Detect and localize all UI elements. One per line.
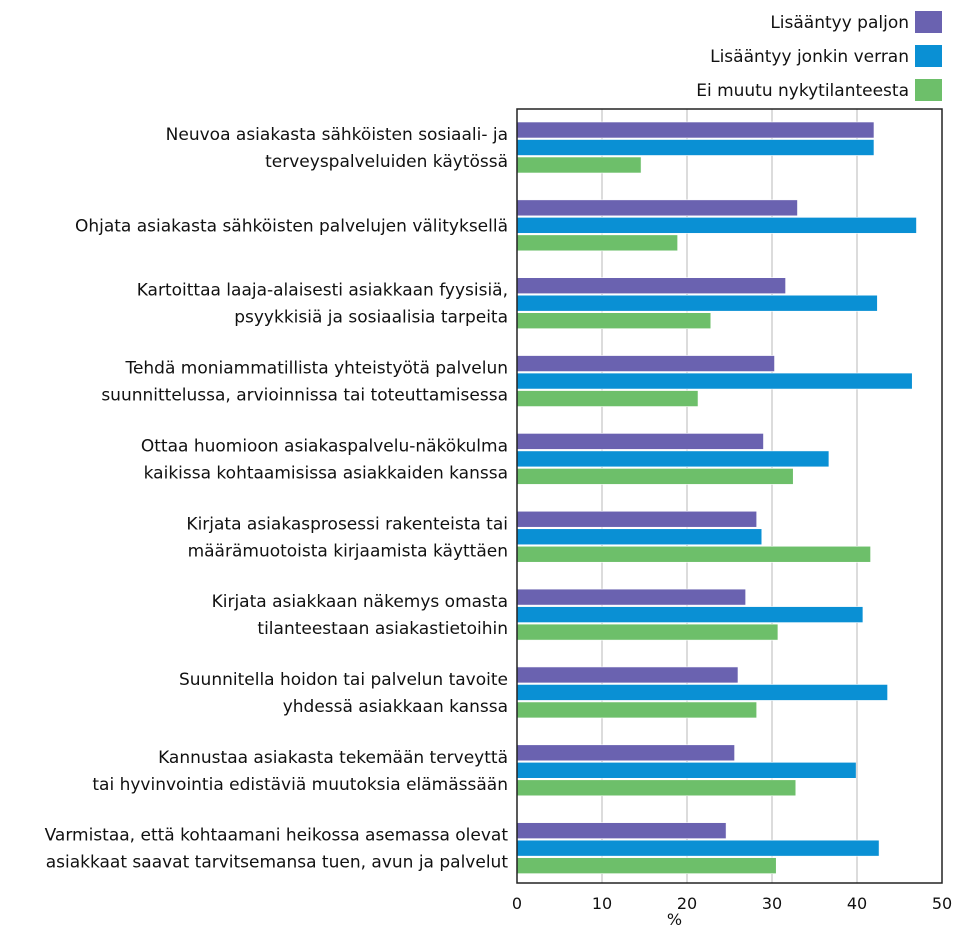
legend-label: Ei muutu nykytilanteesta [696, 81, 909, 101]
legend-label: Lisääntyy jonkin verran [710, 47, 909, 67]
category-label: määrämuotoista kirjaamista käyttäen [188, 541, 508, 561]
legend-swatch [915, 79, 942, 101]
category-label: Tehdä moniammatillista yhteistyötä palve… [124, 359, 508, 379]
bar [516, 450, 830, 468]
bar [516, 510, 757, 528]
bar [516, 468, 794, 485]
bar [516, 139, 875, 156]
bar [516, 217, 917, 234]
bar [516, 779, 797, 797]
x-axis-ticks: 0 10 20 30 40 50 [512, 894, 952, 913]
bar [516, 156, 642, 174]
category-label: Kirjata asiakkaan näkemys omasta [212, 592, 508, 612]
bar [516, 312, 712, 330]
bar [516, 761, 857, 779]
category-label: psyykkisiä ja sosiaalisia tarpeita [234, 308, 508, 328]
bars [516, 121, 917, 874]
category-label: Suunnitella hoidon tai palvelun tavoite [179, 670, 508, 690]
bar [516, 545, 871, 563]
bar [516, 277, 786, 295]
legend-swatch [915, 45, 942, 67]
category-label: Kannustaa asiakasta tekemään terveyttä [158, 748, 508, 768]
category-label: yhdessä asiakkaan kanssa [283, 697, 508, 717]
x-tick-label: 50 [932, 894, 952, 913]
plot-frame [516, 108, 943, 884]
category-labels: Neuvoa asiakasta sähköisten sosiaali- ja… [45, 125, 509, 873]
category-label: Kirjata asiakasprosessi rakenteista tai [186, 514, 508, 534]
bar [516, 666, 739, 684]
bar [516, 684, 888, 701]
category-label: Kartoittaa laaja-alaisesti asiakkaan fyy… [137, 281, 508, 301]
bar [516, 822, 727, 839]
category-label: tilanteestaan asiakastietoihin [257, 619, 508, 639]
bar [516, 528, 763, 546]
x-tick-label: 40 [847, 894, 867, 913]
category-label: Neuvoa asiakasta sähköisten sosiaali- ja [166, 125, 508, 145]
category-label: Varmistaa, että kohtaamani heikossa asem… [45, 826, 509, 846]
bar [516, 433, 764, 450]
legend-swatch [915, 11, 942, 33]
bar [516, 390, 699, 407]
bar [516, 199, 798, 217]
category-label: asiakkaat saavat tarvitsemansa tuen, avu… [46, 853, 509, 873]
category-label: terveyspalveluiden käytössä [265, 152, 508, 172]
x-tick-label: 10 [592, 894, 612, 913]
x-tick-label: 20 [677, 894, 697, 913]
bar [516, 623, 779, 641]
bar [516, 234, 678, 252]
category-label: Ohjata asiakasta sähköisten palvelujen v… [75, 216, 508, 236]
category-label: Ottaa huomioon asiakaspalvelu-näkökulma [141, 436, 508, 456]
legend-label: Lisääntyy paljon [770, 13, 909, 33]
bar [516, 372, 913, 390]
bar [516, 857, 777, 874]
bar [516, 701, 757, 719]
x-tick-label: 0 [512, 894, 522, 913]
bar [516, 744, 735, 762]
category-label: suunnittelussa, arvioinnissa tai toteutt… [101, 386, 508, 406]
bar [516, 294, 878, 312]
x-tick-label: 30 [762, 894, 782, 913]
bar [516, 839, 880, 857]
category-label: tai hyvinvointia edistäviä muutoksia elä… [92, 775, 508, 795]
bar [516, 355, 775, 372]
bar [516, 606, 864, 623]
bar [516, 588, 746, 606]
bar [516, 121, 875, 139]
legend: Lisääntyy paljon Lisääntyy jonkin verran E… [696, 11, 942, 101]
category-label: kaikissa kohtaamisissa asiakkaiden kanss… [144, 463, 508, 483]
x-axis-label: % [667, 910, 682, 925]
